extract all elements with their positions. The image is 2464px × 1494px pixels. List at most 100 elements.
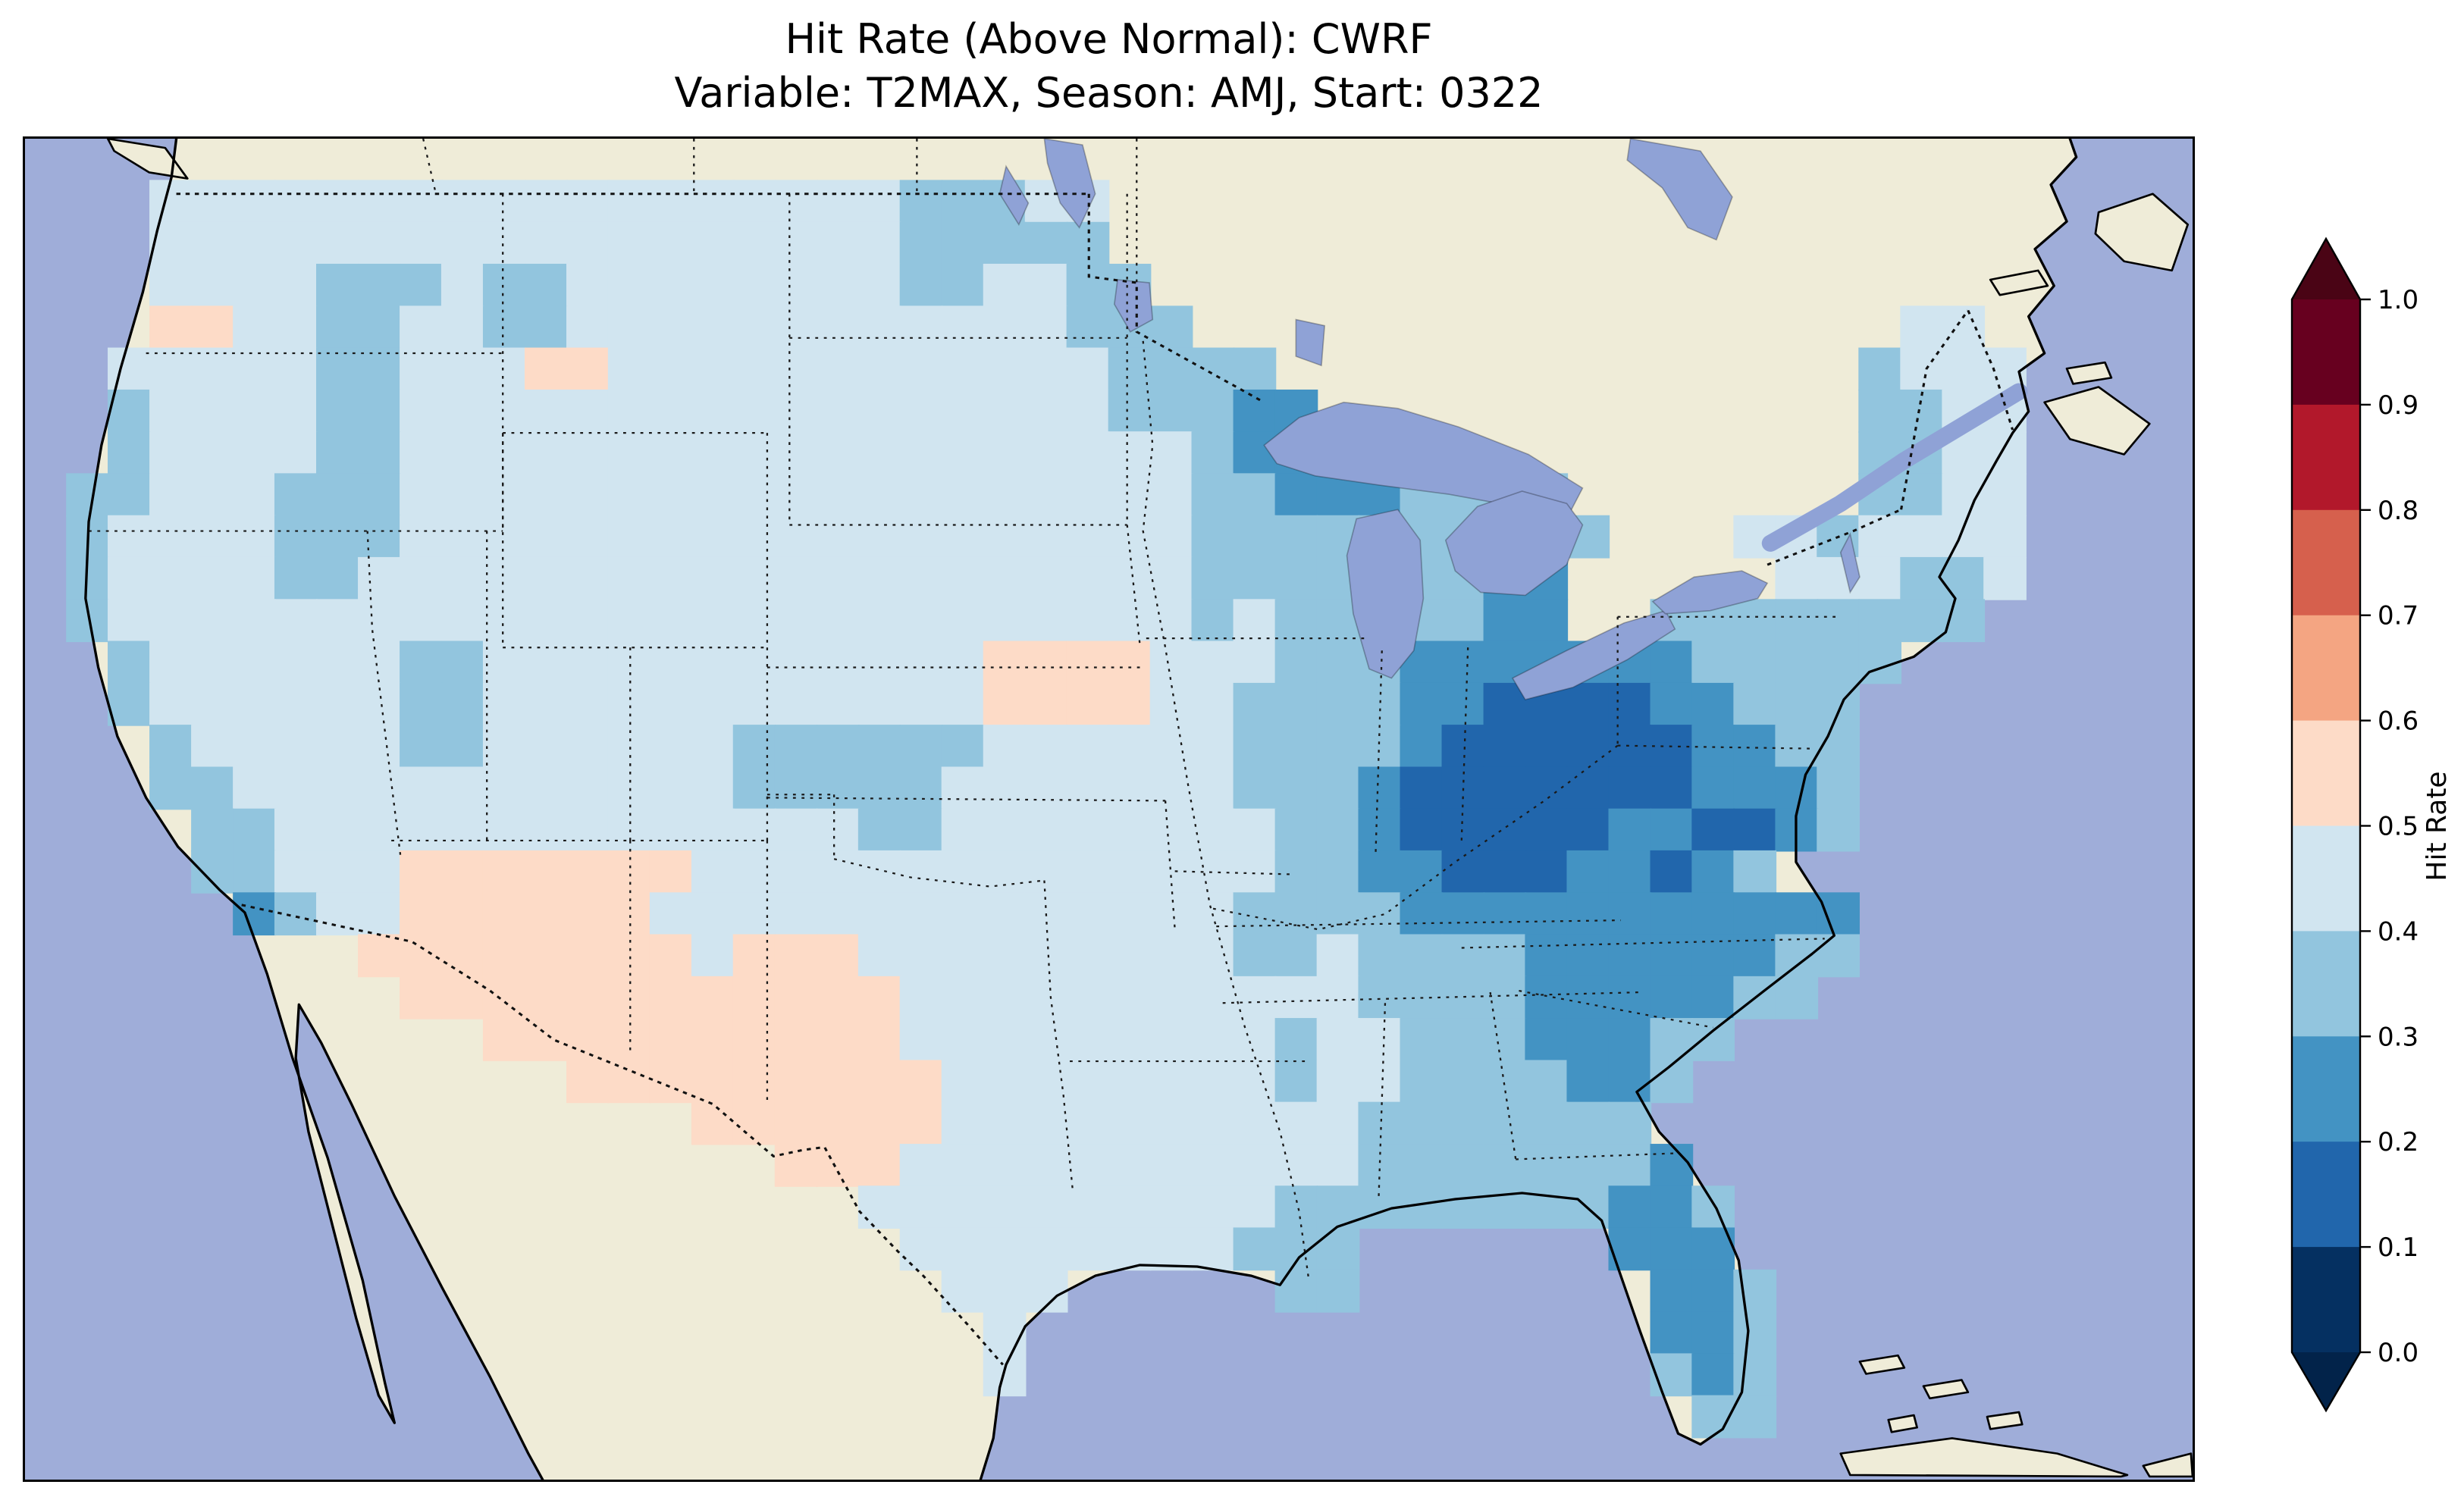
grid-cell (983, 1018, 1027, 1061)
grid-cell (816, 389, 860, 433)
grid-cell (691, 263, 735, 307)
grid-cell (774, 641, 818, 684)
grid-cell (691, 892, 735, 936)
colorbar-tick-label: 0.9 (2378, 390, 2419, 421)
grid-cell (316, 431, 359, 475)
grid-cell (691, 305, 735, 349)
grid-cell (816, 515, 860, 559)
lakes (998, 139, 2028, 700)
grid-cell (649, 431, 693, 475)
grid-cell (1733, 1395, 1777, 1439)
grid-cell (1274, 599, 1318, 643)
grid-cell (1733, 850, 1777, 894)
grid-cell (358, 766, 401, 810)
grid-cell (233, 766, 276, 810)
bahamas-4 (1887, 1414, 1918, 1433)
grid-cell (607, 473, 651, 517)
grid-cell (1024, 431, 1068, 475)
grid-cell (732, 808, 776, 852)
grid-cell (983, 808, 1027, 852)
grid-cell (440, 347, 484, 391)
grid-cell (358, 556, 401, 600)
grid-cell (1108, 347, 1152, 391)
grid-cell (1525, 1101, 1569, 1145)
grid-cell (1483, 934, 1527, 978)
grid-cell (274, 180, 318, 224)
grid-cell (1233, 1101, 1277, 1145)
grid-cell (1274, 976, 1318, 1019)
grid-cell (191, 515, 234, 559)
grid-cell (649, 389, 693, 433)
grid-cell (649, 515, 693, 559)
grid-cell (400, 263, 443, 307)
grid-cell (941, 389, 985, 433)
grid-cell (400, 431, 443, 475)
grid-cell (1483, 850, 1527, 894)
grid-cell (1024, 515, 1068, 559)
grid-cell (1441, 934, 1485, 978)
grid-cell (1483, 1018, 1527, 1061)
grid-cell (774, 221, 818, 265)
grid-cell (358, 389, 401, 433)
grid-cell (1983, 556, 2027, 600)
grid-cell (1191, 599, 1235, 643)
grid-cell (1191, 1144, 1235, 1187)
grid-cell (691, 1101, 735, 1145)
grid-cell (358, 305, 401, 349)
grid-cell (649, 599, 693, 643)
grid-cell (1274, 808, 1318, 852)
grid-cell (1400, 725, 1444, 768)
grid-cell (191, 556, 234, 600)
grid-cell (274, 305, 318, 349)
grid-cell (732, 892, 776, 936)
grid-cell (1066, 347, 1110, 391)
grid-cell (1191, 1227, 1235, 1271)
grid-cell (524, 850, 568, 894)
grid-cell (233, 473, 276, 517)
grid-cell (1191, 1060, 1235, 1104)
grid-cell (899, 850, 943, 894)
grid-cell (1858, 389, 1901, 433)
grid-cell (732, 263, 776, 307)
grid-cell (941, 641, 985, 684)
grid-cell (566, 515, 610, 559)
grid-cell (358, 599, 401, 643)
grid-cell (108, 682, 151, 726)
grid-cell (482, 515, 526, 559)
grid-cell (566, 976, 610, 1019)
grid-cell (1483, 976, 1527, 1019)
grid-cell (1108, 556, 1152, 600)
grid-cell (1149, 892, 1193, 936)
grid-cell (1191, 976, 1235, 1019)
grid-cell (358, 431, 401, 475)
grid-cell (1566, 725, 1610, 768)
grid-cell (1024, 641, 1068, 684)
lake-manitoba (998, 164, 1030, 226)
grid-cell (983, 556, 1027, 600)
colorbar-tick-label: 0.7 (2378, 601, 2419, 631)
grid-cell (149, 180, 193, 224)
grid-cell (1691, 1395, 1735, 1439)
grid-cell (1149, 1060, 1193, 1104)
grid-cell (316, 682, 359, 726)
grid-cell (774, 682, 818, 726)
grid-cell (400, 641, 443, 684)
grid-cell (1149, 850, 1193, 894)
grid-cell (983, 1060, 1027, 1104)
grid-cell (691, 431, 735, 475)
grid-cell (774, 431, 818, 475)
grid-cell (440, 515, 484, 559)
grid-cell (1691, 1269, 1735, 1313)
grid-cell (316, 725, 359, 768)
grid-cell (1066, 892, 1110, 936)
grid-cell (149, 431, 193, 475)
grid-cell (899, 976, 943, 1019)
grid-cell (607, 263, 651, 307)
grid-cell (691, 682, 735, 726)
grid-cell (816, 347, 860, 391)
grid-cell (1024, 1185, 1068, 1229)
grid-cell (1316, 682, 1360, 726)
grid-cell (649, 180, 693, 224)
grid-cell (1358, 1060, 1402, 1104)
grid-cell (358, 473, 401, 517)
